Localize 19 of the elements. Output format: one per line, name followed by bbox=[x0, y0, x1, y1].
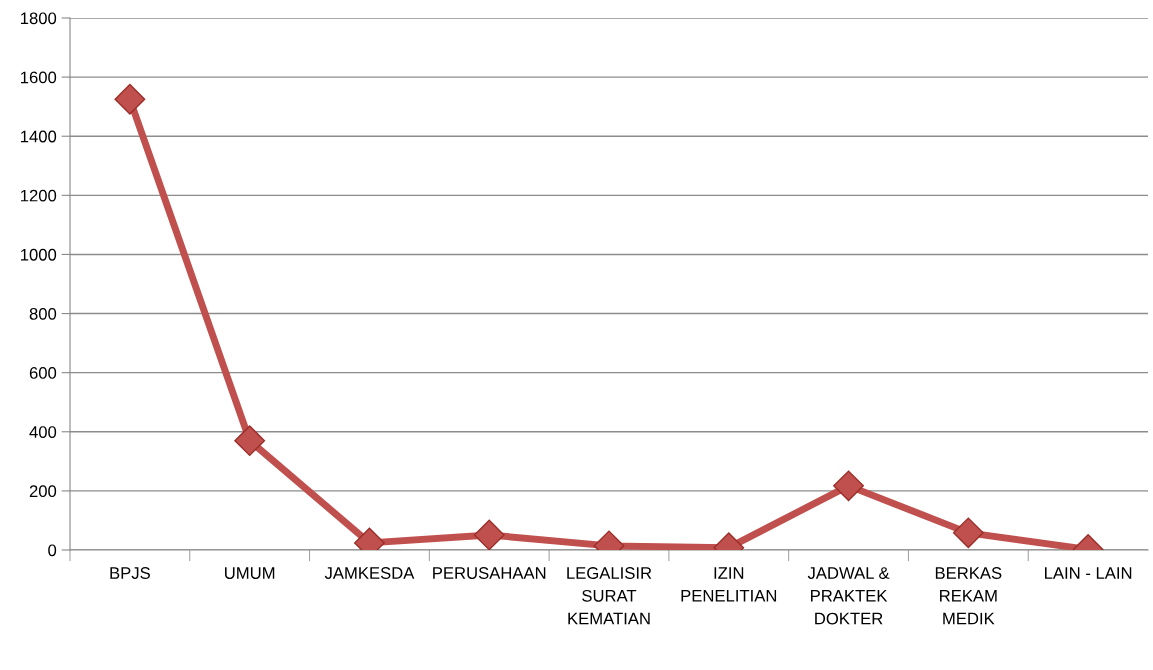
y-tick-label: 600 bbox=[29, 367, 57, 379]
x-tick-label: JADWAL & PRAKTEK DOKTER bbox=[807, 567, 890, 625]
x-tick-label: BERKAS REKAM MEDIK bbox=[935, 567, 1002, 625]
x-tick-label: IZIN PENELITIAN bbox=[681, 567, 777, 602]
x-tick-label: LEGALISIR SURAT KEMATIAN bbox=[567, 567, 652, 625]
x-tick-label: LAIN - LAIN bbox=[1045, 567, 1132, 579]
y-tick-label: 800 bbox=[29, 307, 57, 320]
y-tick-label: 0 bbox=[48, 544, 57, 557]
y-tick-label: 1000 bbox=[21, 248, 57, 261]
y-tick-label: 400 bbox=[29, 426, 57, 438]
y-tick-label: 200 bbox=[29, 485, 57, 498]
y-tick-label: 1600 bbox=[21, 71, 57, 84]
y-tick-label: 1800 bbox=[21, 12, 57, 25]
x-tick-label: UMUM bbox=[225, 567, 275, 579]
y-tick-label: 1400 bbox=[21, 130, 57, 143]
x-tick-label: BPJS bbox=[110, 567, 150, 579]
y-tick-label: 1200 bbox=[21, 189, 57, 202]
x-tick-label: JAMKESDA bbox=[324, 567, 415, 579]
x-tick-label: PERUSAHAAN bbox=[433, 567, 546, 579]
